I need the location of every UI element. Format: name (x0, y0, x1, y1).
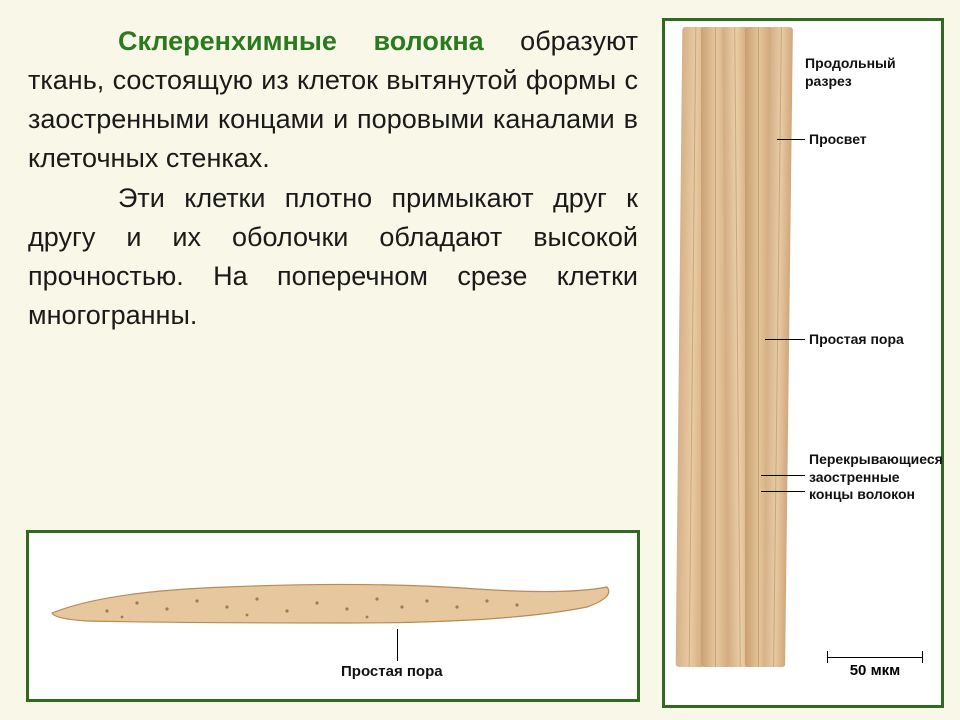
label-overlapping: Перекрывающиеся заостренные концы волоко… (809, 451, 943, 504)
label-longitudinal: Продольный разрез (805, 55, 896, 90)
cell-outline (52, 584, 609, 623)
leader-line (761, 475, 805, 476)
paragraph-1: Склеренхимные волокна образуют ткань, со… (28, 22, 638, 179)
fiber-bundle (679, 27, 789, 667)
leader-line (761, 491, 805, 492)
title: Склеренхимные волокна (118, 26, 484, 56)
leader-line (777, 139, 805, 140)
leader-line (397, 629, 398, 661)
leader-line (765, 339, 805, 340)
scale-text: 50 мкм (827, 662, 923, 679)
longitudinal-diagram: Продольный разрез Просвет Простая пора П… (662, 18, 944, 708)
label-simple-pore: Простая пора (809, 331, 904, 349)
fiber-cell-svg (47, 573, 617, 631)
paragraph-2: Эти клетки плотно примыкают друг к другу… (28, 179, 638, 336)
text-block: Склеренхимные волокна образуют ткань, со… (28, 22, 638, 335)
scale-line (827, 657, 923, 658)
label-simple-pore-bottom: Простая пора (341, 663, 443, 680)
label-lumen: Просвет (809, 131, 867, 149)
fiber-cell (47, 573, 617, 631)
single-fiber-diagram: Простая пора (26, 530, 640, 702)
scale-bar: 50 мкм (827, 657, 923, 679)
